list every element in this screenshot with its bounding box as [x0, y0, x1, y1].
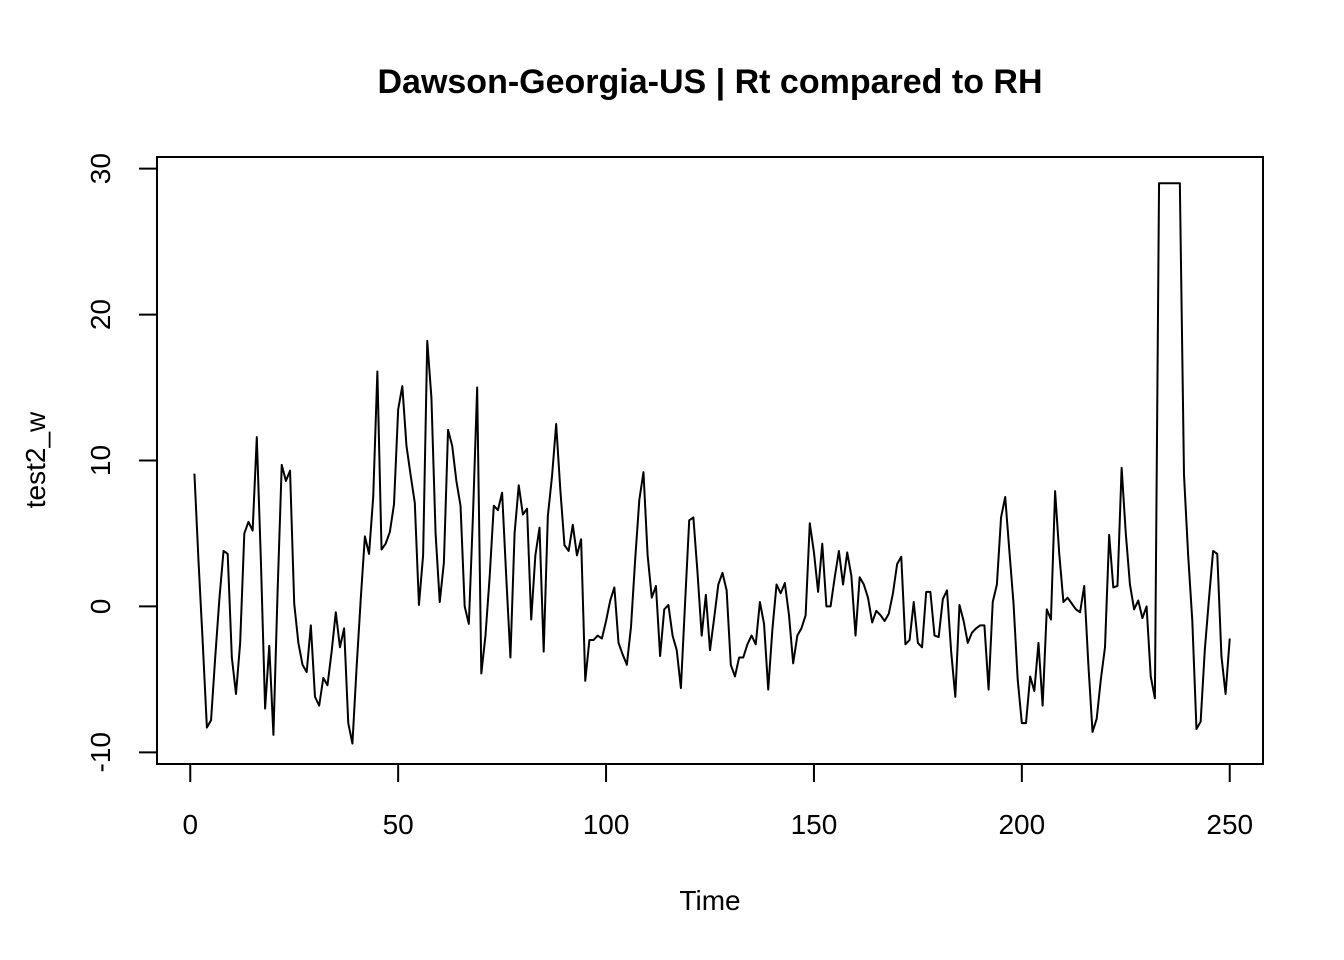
- y-tick-label: 20: [85, 299, 116, 330]
- y-tick-label: 0: [85, 599, 116, 615]
- y-axis-label: test2_w: [20, 411, 51, 508]
- x-tick-label: 0: [182, 809, 198, 840]
- y-tick-label: 10: [85, 445, 116, 476]
- x-tick-label: 250: [1206, 809, 1253, 840]
- y-axis: -10 0 10 20 30: [85, 153, 158, 773]
- plot-frame: [156, 156, 1264, 765]
- x-tick-label: 50: [383, 809, 414, 840]
- x-tick-label: 100: [583, 809, 630, 840]
- x-axis-label: Time: [679, 885, 740, 916]
- x-tick-label: 200: [998, 809, 1045, 840]
- y-tick-label: 30: [85, 153, 116, 184]
- chart-title: Dawson-Georgia-US | Rt compared to RH: [377, 63, 1042, 101]
- y-tick-label: -10: [85, 732, 116, 772]
- series-line: [193, 182, 1231, 745]
- x-tick-label: 150: [791, 809, 838, 840]
- data-points: [193, 182, 1230, 744]
- x-axis: 0 50 100 150 200 250: [182, 763, 1253, 840]
